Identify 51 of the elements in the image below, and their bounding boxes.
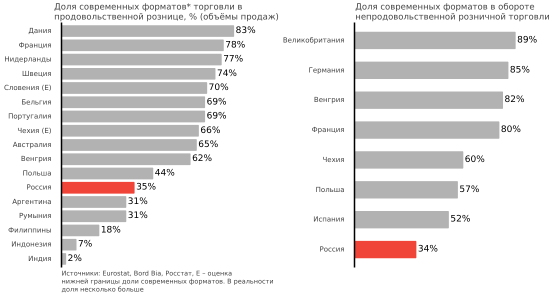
data-label: 74%: [216, 68, 238, 79]
data-label: 18%: [100, 225, 122, 236]
bar: [62, 153, 191, 166]
data-label: 2%: [68, 254, 82, 264]
bar: [354, 62, 508, 80]
bar: [62, 182, 135, 194]
bar: [62, 224, 100, 236]
bar: [62, 25, 234, 37]
data-label: 34%: [418, 244, 438, 255]
bar: [62, 124, 199, 137]
bar: [354, 32, 516, 50]
bar: [62, 110, 206, 122]
data-label: 65%: [198, 140, 219, 150]
data-label: 35%: [136, 182, 157, 193]
bar: [62, 96, 206, 108]
data-label: 69%: [206, 97, 228, 108]
data-label: 44%: [154, 168, 176, 178]
data-label: 78%: [225, 40, 246, 50]
data-label: 70%: [208, 83, 230, 94]
chart-title: Доля современных форматов в обороте непродовольственной розничной торговли: [355, 2, 550, 22]
bar: [354, 210, 449, 228]
data-label: 80%: [500, 125, 522, 136]
bar: [354, 91, 504, 109]
data-label: 77%: [223, 54, 244, 65]
bar: [62, 196, 126, 208]
bar: [62, 238, 77, 251]
data-label: 66%: [200, 126, 221, 136]
bar: [354, 121, 500, 139]
bar: [62, 210, 126, 222]
data-label: 52%: [450, 214, 471, 225]
data-label: 89%: [517, 35, 538, 46]
bar: [62, 39, 224, 52]
data-label: 82%: [504, 95, 525, 106]
data-label: 31%: [128, 211, 148, 222]
data-label: 57%: [459, 184, 480, 195]
data-label: 60%: [464, 154, 486, 165]
data-label: 85%: [510, 65, 530, 76]
bar: [62, 139, 197, 151]
data-label: 69%: [206, 112, 228, 122]
data-label: 83%: [236, 26, 256, 36]
bar: [62, 168, 154, 180]
data-label: 7%: [78, 240, 93, 250]
bar: [62, 54, 222, 66]
bar: [354, 240, 416, 258]
bar: [354, 181, 458, 199]
data-label: 31%: [128, 196, 148, 207]
bar: [62, 68, 216, 80]
data-label: 62%: [192, 154, 213, 164]
chart-title: Доля современных форматов* торговли в продовольственной рознице, % (объёмы продаж): [54, 2, 279, 22]
bar: [62, 82, 208, 94]
bar: [354, 151, 464, 169]
